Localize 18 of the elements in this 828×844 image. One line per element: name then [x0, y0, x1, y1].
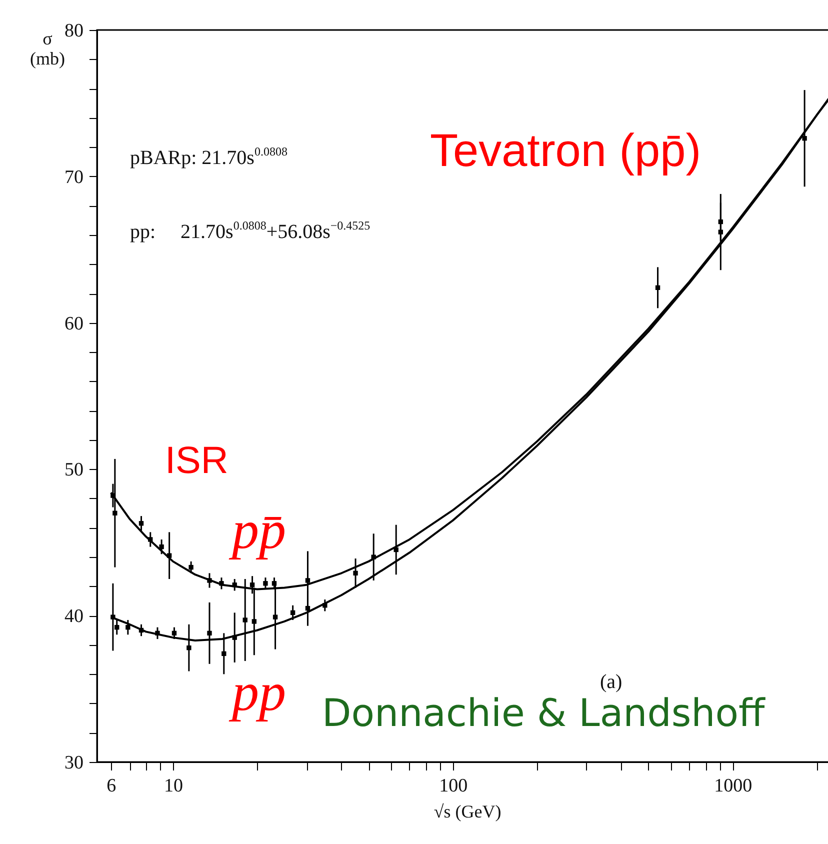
annotation: pp: 21.70s$^{0.0808}$+56.08s$^{−0.4525}$: [130, 218, 370, 243]
annotation: ISR: [165, 440, 228, 482]
annotation: Donnachie & Landshoff: [322, 691, 765, 735]
x-axis-title: √s (GeV): [434, 802, 502, 822]
annotation: (a): [600, 671, 622, 693]
y-tick-label: 30: [64, 752, 84, 774]
y-tick-label: 60: [64, 313, 84, 334]
x-tick-label: 1000: [714, 776, 752, 796]
x-tick-label: 6: [106, 776, 116, 796]
y-tick-label: 50: [64, 460, 84, 481]
y-axis-title: σ (mb): [30, 28, 65, 68]
annotation: pBARp: 21.70s$^{0.0808}$: [130, 144, 288, 169]
y-tick-label: 80: [64, 20, 84, 42]
x-tick-label: 100: [439, 776, 468, 796]
x-tick-label: 10: [164, 776, 184, 796]
annotation: Tevatron (pp̄): [430, 124, 702, 176]
y-tick-label: 70: [64, 166, 84, 188]
y-tick-label: 40: [64, 606, 84, 628]
